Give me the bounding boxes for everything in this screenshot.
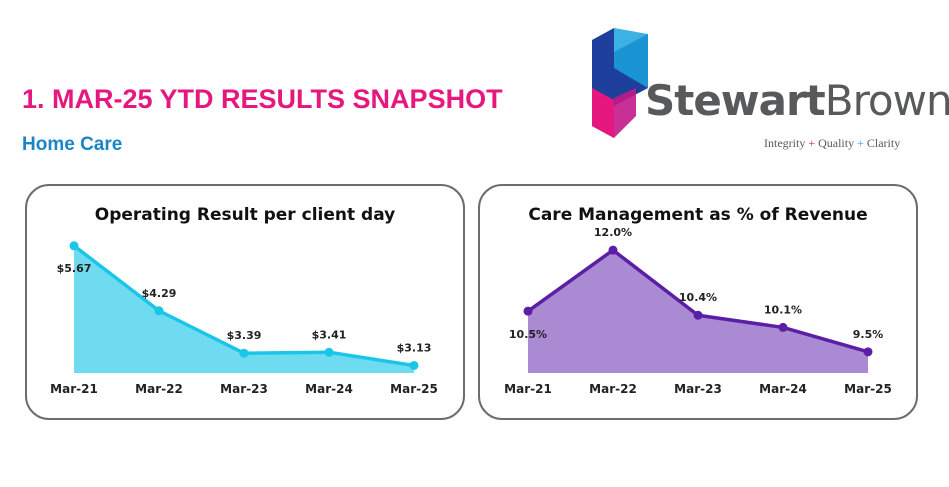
logo-tagline: Integrity + Quality + Clarity [764,136,901,150]
data-label: 12.0% [594,226,632,239]
data-label: 10.4% [679,291,717,304]
data-point [523,306,533,316]
data-label: 9.5% [853,328,884,341]
data-label: 10.1% [764,303,802,316]
x-tick-label: Mar-24 [305,382,353,396]
x-tick-label: Mar-21 [504,382,552,396]
area-fill [74,245,414,373]
page-title: 1. MAR-25 YTD RESULTS SNAPSHOT [22,84,503,114]
care-management-chart-panel: Care Management as % of Revenue 10.5% Mar-… [478,184,918,420]
chart-title: Care Management as % of Revenue [528,205,867,225]
data-point [778,322,788,332]
data-label: 10.5% [509,328,547,341]
data-label: $4.29 [142,287,177,300]
data-point [608,245,618,255]
x-tick-label: Mar-25 [390,382,438,396]
x-tick-label: Mar-25 [844,382,892,396]
data-point [324,347,334,357]
data-point [693,310,703,320]
logo-wordmark: StewartBrown [645,76,949,125]
data-point [239,348,249,358]
operating-result-chart: Operating Result per client day $5.67 Mar-… [50,205,438,396]
chart-title: Operating Result per client day [95,205,395,225]
data-label: $3.13 [397,341,432,354]
x-tick-label: Mar-23 [220,382,268,396]
operating-result-chart-panel: Operating Result per client day $5.67 Mar-… [25,184,465,420]
x-tick-label: Mar-22 [589,382,637,396]
area-fill [528,250,868,373]
x-tick-label: Mar-23 [674,382,722,396]
data-point [409,360,419,370]
data-point [69,241,79,251]
care-management-chart: Care Management as % of Revenue 10.5% Mar-… [504,205,892,396]
data-label: $3.39 [227,329,262,342]
x-tick-label: Mar-22 [135,382,183,396]
page-subtitle: Home Care [22,134,123,155]
x-tick-label: Mar-21 [50,382,98,396]
data-label: $3.41 [312,328,347,341]
logo-mark-icon [592,28,648,138]
data-point [863,347,873,357]
data-point [154,306,164,316]
data-label: $5.67 [57,262,92,275]
stewartbrown-logo: StewartBrown Integrity + Quality + Clari… [588,28,949,158]
x-tick-label: Mar-24 [759,382,807,396]
